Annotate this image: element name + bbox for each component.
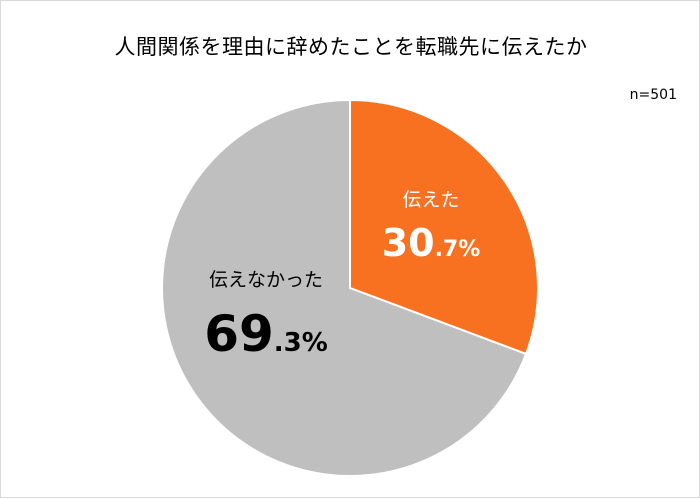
pie-slice-2 bbox=[161, 98, 528, 477]
slice-value-2: 69.3% bbox=[204, 305, 328, 363]
pie-slice-1 bbox=[349, 98, 539, 356]
pie-slices bbox=[161, 98, 539, 477]
slice-value-1: 30.7% bbox=[382, 221, 481, 265]
chart-title: 人間関係を理由に辞めたことを転職先に伝えたか bbox=[114, 35, 588, 59]
slice-label-1: 伝えた bbox=[402, 189, 459, 211]
pie-labels: 伝えた 30.7% 伝えなかった 69.3% bbox=[204, 189, 480, 363]
sample-size-note: n=501 bbox=[629, 87, 677, 103]
slice-label-2: 伝えなかった bbox=[209, 269, 323, 291]
